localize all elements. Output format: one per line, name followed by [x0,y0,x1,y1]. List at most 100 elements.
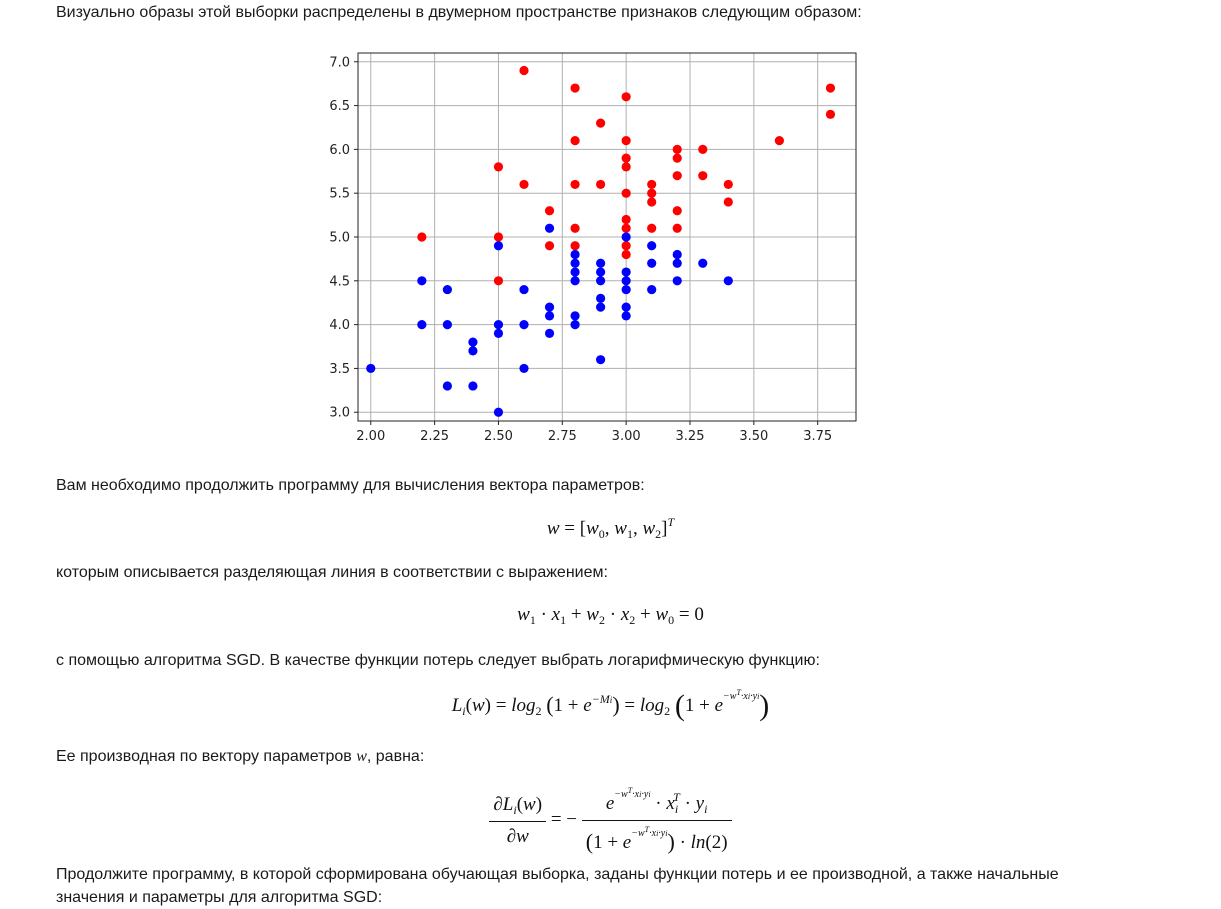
blue-class-point [442,381,452,391]
chart-ticks: 2.00 2.25 2.50 2.75 3.00 3.25 3.50 3.75 3.0 3.5 4.… [329,55,832,444]
final-paragraph-line-1: Продолжите программу, в которой сформиро… [56,866,1059,883]
red-class-point [647,223,657,233]
red-class-point [621,223,631,233]
scatter-chart: 2.00 2.25 2.50 2.75 3.00 3.25 3.50 3.75 3.0 3.5 4.… [329,52,857,444]
red-class-point [723,197,733,207]
red-class-point [621,188,631,198]
red-class-point [647,188,657,198]
blue-class-point [621,284,631,295]
blue-class-point [442,320,452,330]
red-class-point [570,223,580,233]
blue-class-point [672,249,682,260]
y-tick-label: 5.5 [329,187,350,202]
blue-class-point [647,284,657,295]
blue-class-point [493,328,504,338]
y-tick-label: 7.0 [329,55,350,70]
red-class-point [519,179,529,190]
blue-class-point [570,249,580,260]
blue-class-point [596,276,606,286]
x-tick-label: 3.50 [739,429,768,444]
separating-line-paragraph: которым описывается разделяющая линия в … [56,564,608,581]
red-class-point [621,136,631,146]
blue-class-point [672,258,682,268]
blue-class-point [544,311,555,321]
y-tick-label: 3.5 [329,362,350,377]
blue-class-point [544,328,555,338]
blue-class-point [493,407,504,417]
blue-class-point [621,311,631,321]
red-class-point [698,171,708,181]
y-tick-label: 3.0 [329,406,350,421]
blue-class-point [647,258,657,268]
blue-class-point [596,267,606,277]
red-class-point [621,92,631,102]
blue-class-point [570,258,580,268]
red-class-point [621,214,631,225]
red-class-point [825,83,836,93]
blue-class-point [417,320,427,330]
red-class-point [621,162,631,172]
red-class-point [570,179,580,190]
y-tick-label: 4.5 [329,274,350,289]
red-class-point [672,206,682,216]
blue-class-point [468,337,478,347]
blue-class-point [596,355,606,365]
blue-class-point [519,284,529,295]
blue-class-point [493,241,504,251]
derivative-suffix: , равна: [366,748,425,765]
x-tick-label: 3.75 [803,429,832,444]
formula-separating-line: w1 · x1 + w2 · x2 + w0 = 0 [517,604,704,627]
x-tick-label: 2.25 [420,429,449,444]
red-class-point [493,232,504,242]
blue-class-point [621,232,631,242]
red-class-point [672,223,682,233]
blue-class-point [621,302,631,312]
chart-points [366,65,836,417]
x-tick-label: 2.50 [484,429,513,444]
blue-class-point [570,276,580,286]
blue-class-point [442,284,452,295]
blue-class-point [621,276,631,286]
blue-class-point [468,346,478,356]
blue-class-point [544,223,555,233]
red-class-point [596,118,606,128]
blue-class-point [672,276,682,286]
x-tick-label: 2.75 [548,429,577,444]
derivative-variable: w [356,748,367,765]
red-class-point [672,144,682,154]
blue-class-point [544,302,555,312]
chart-grid [358,53,856,421]
red-class-point [774,136,784,146]
continue-program-paragraph: Вам необходимо продолжить программу для … [56,477,645,494]
formula-log-loss: Li(w) = log2 (1 + e−Mi) = log2 (1 + e−wT… [451,688,770,722]
sgd-loss-paragraph: с помощью алгоритма SGD. В качестве функ… [56,652,820,669]
red-class-point [647,197,657,207]
blue-class-point [723,276,733,286]
blue-class-point [596,293,606,303]
y-tick-label: 5.0 [329,231,350,246]
blue-class-point [493,320,504,330]
y-tick-label: 4.0 [329,318,350,333]
red-class-point [544,241,555,251]
blue-class-point [596,258,606,268]
blue-class-point [417,276,427,286]
red-class-point [596,179,606,190]
y-tick-label: 6.5 [329,99,350,114]
red-class-point [544,206,555,216]
x-tick-label: 2.00 [356,429,385,444]
blue-class-point [570,320,580,330]
blue-class-point [519,363,529,374]
red-class-point [570,83,580,93]
formula-parameter-vector: w = [w0, w1, w2]T [546,515,675,541]
blue-class-point [647,241,657,251]
blue-class-point [366,363,376,374]
red-class-point [570,136,580,146]
red-class-point [621,241,631,251]
y-tick-label: 6.0 [329,143,350,158]
red-class-point [723,179,733,190]
red-class-point [570,241,580,251]
blue-class-point [621,267,631,277]
blue-class-point [519,320,529,330]
derivative-prefix: Ее производная по вектору параметров [56,748,357,765]
red-class-point [621,153,631,163]
